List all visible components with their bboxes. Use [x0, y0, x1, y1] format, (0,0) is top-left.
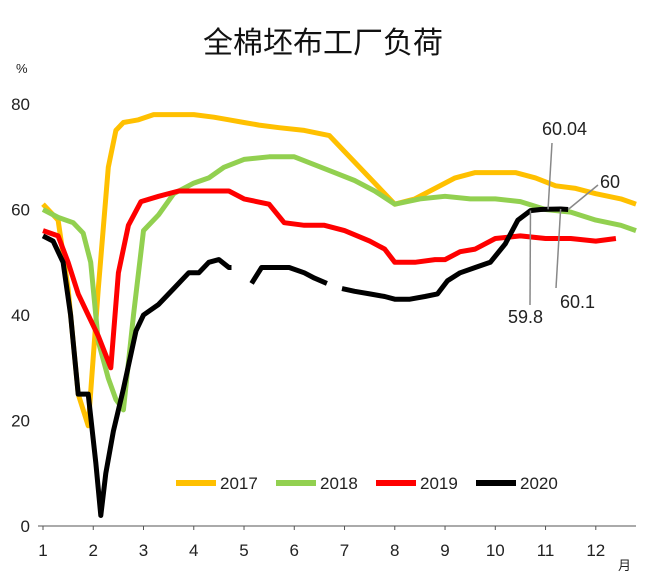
- x-tick-label: 1: [38, 541, 47, 560]
- legend: 2017 2018 2019 2020: [176, 474, 558, 493]
- annotations: 60.04 60 59.8 60.1: [508, 119, 620, 327]
- x-axis-ticks: 1 2 3 4 5 6 7 8 9 10 11 12: [38, 526, 605, 560]
- x-tick-label: 6: [290, 541, 299, 560]
- y-tick-label: 0: [21, 517, 30, 536]
- x-unit-label: 月: [618, 558, 631, 573]
- y-axis-ticks: 0 20 40 60 80: [11, 95, 30, 536]
- x-tick-label: 7: [340, 541, 349, 560]
- y-tick-label: 60: [11, 201, 30, 220]
- series-line-2018: [41, 154, 637, 413]
- callout-line: [567, 184, 599, 211]
- x-tick-label: 8: [390, 541, 399, 560]
- x-tick-label: 9: [440, 541, 449, 560]
- series-line-2019: [42, 188, 617, 371]
- legend-label-2020: 2020: [520, 474, 558, 493]
- x-tick-label: 4: [189, 541, 198, 560]
- series-line-2020: [341, 206, 569, 302]
- y-tick-label: 40: [11, 306, 30, 325]
- legend-label-2019: 2019: [420, 474, 458, 493]
- annotation-label: 60.1: [560, 292, 595, 312]
- x-tick-label: 10: [486, 541, 505, 560]
- x-tick-label: 2: [89, 541, 98, 560]
- callout-line: [555, 208, 562, 289]
- annotation-label: 60: [600, 172, 620, 192]
- x-tick-label: 12: [586, 541, 605, 560]
- series-line-2020: [249, 265, 328, 286]
- y-tick-label: 80: [11, 95, 30, 114]
- series-lines: [41, 112, 637, 518]
- callout-line: [547, 142, 553, 210]
- x-tick-label: 11: [537, 541, 555, 560]
- annotation-label: 59.8: [508, 307, 543, 327]
- legend-label-2017: 2017: [220, 474, 258, 493]
- legend-label-2018: 2018: [320, 474, 358, 493]
- annotation-label: 60.04: [542, 119, 587, 139]
- series-line-2017: [41, 112, 637, 429]
- series-line-2020: [41, 233, 232, 518]
- x-tick-label: 3: [139, 541, 148, 560]
- annotation-callouts: [529, 142, 599, 306]
- y-unit-label: %: [16, 61, 28, 76]
- x-tick-label: 5: [239, 541, 248, 560]
- y-tick-label: 20: [11, 412, 30, 431]
- chart-title: 全棉坯布工厂负荷: [203, 26, 443, 61]
